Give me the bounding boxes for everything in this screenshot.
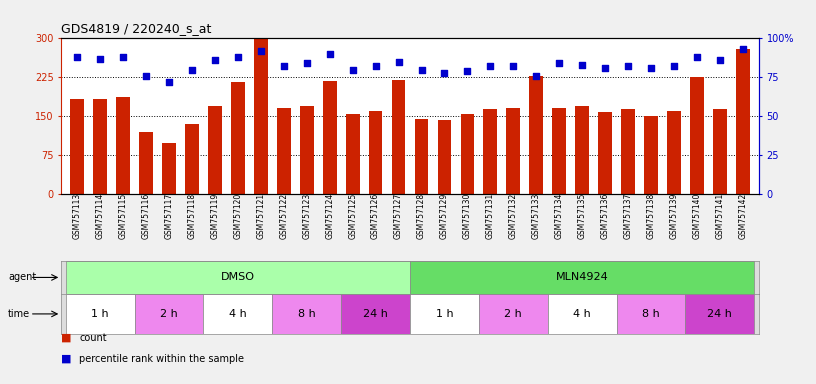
Point — [140, 73, 153, 79]
Point — [277, 63, 290, 70]
Point — [690, 54, 703, 60]
Point — [300, 60, 313, 66]
Point — [71, 54, 84, 60]
Text: DMSO: DMSO — [221, 272, 255, 283]
Point — [346, 66, 359, 73]
Bar — [369, 111, 383, 194]
Text: 4 h: 4 h — [574, 309, 591, 319]
Bar — [483, 109, 497, 194]
Point — [392, 59, 405, 65]
Bar — [548, 294, 617, 334]
Point — [713, 57, 726, 63]
Text: 2 h: 2 h — [504, 309, 522, 319]
Text: percentile rank within the sample: percentile rank within the sample — [79, 354, 244, 364]
Point — [599, 65, 612, 71]
Point — [507, 63, 520, 70]
Bar — [644, 116, 658, 194]
Bar — [507, 108, 521, 194]
Text: 1 h: 1 h — [436, 309, 453, 319]
Point — [530, 73, 543, 79]
Bar — [203, 294, 273, 334]
Point — [162, 79, 175, 85]
Bar — [685, 294, 754, 334]
Text: ■: ■ — [61, 333, 72, 343]
Text: count: count — [79, 333, 107, 343]
Bar — [140, 132, 153, 194]
Text: 4 h: 4 h — [229, 309, 246, 319]
Bar — [273, 294, 341, 334]
Text: 8 h: 8 h — [642, 309, 660, 319]
Bar — [460, 114, 474, 194]
Point — [323, 51, 336, 57]
Point — [645, 65, 658, 71]
Bar — [208, 106, 222, 194]
Point — [622, 63, 635, 70]
Point — [461, 68, 474, 74]
Bar — [713, 109, 727, 194]
Bar — [479, 294, 548, 334]
Bar — [736, 49, 750, 194]
Bar — [552, 108, 566, 194]
Point — [117, 54, 130, 60]
Text: 2 h: 2 h — [160, 309, 178, 319]
Point — [667, 63, 681, 70]
Bar — [415, 119, 428, 194]
Text: time: time — [8, 309, 30, 319]
Text: MLN4924: MLN4924 — [556, 272, 609, 283]
Bar — [617, 294, 685, 334]
Bar — [621, 109, 635, 194]
Bar — [410, 261, 754, 294]
Point — [484, 63, 497, 70]
Text: 24 h: 24 h — [363, 309, 388, 319]
Bar — [66, 294, 135, 334]
Point — [255, 48, 268, 54]
Bar — [667, 111, 681, 194]
Text: GDS4819 / 220240_s_at: GDS4819 / 220240_s_at — [61, 22, 211, 35]
Bar — [392, 80, 406, 194]
Bar — [93, 99, 107, 194]
Bar — [231, 83, 245, 194]
Bar — [185, 124, 199, 194]
Bar — [410, 294, 479, 334]
Point — [94, 56, 107, 62]
Bar — [575, 106, 589, 194]
Bar — [66, 261, 410, 294]
Bar — [598, 112, 612, 194]
Point — [575, 62, 588, 68]
Point — [369, 63, 382, 70]
Text: agent: agent — [8, 272, 37, 283]
Bar — [254, 38, 268, 194]
Bar — [277, 108, 290, 194]
Bar — [346, 114, 360, 194]
Bar — [162, 143, 176, 194]
Point — [208, 57, 221, 63]
Bar — [116, 97, 130, 194]
Point — [232, 54, 245, 60]
Bar — [690, 77, 703, 194]
Bar — [323, 81, 336, 194]
Text: 8 h: 8 h — [298, 309, 316, 319]
Text: 24 h: 24 h — [707, 309, 732, 319]
Bar — [437, 120, 451, 194]
Bar — [341, 294, 410, 334]
Point — [415, 66, 428, 73]
Bar — [135, 294, 203, 334]
Point — [552, 60, 565, 66]
Bar — [70, 99, 84, 194]
Point — [185, 66, 198, 73]
Bar — [299, 106, 313, 194]
Text: 1 h: 1 h — [91, 309, 109, 319]
Point — [736, 46, 749, 52]
Point — [438, 70, 451, 76]
Bar — [530, 76, 543, 194]
Text: ■: ■ — [61, 354, 72, 364]
